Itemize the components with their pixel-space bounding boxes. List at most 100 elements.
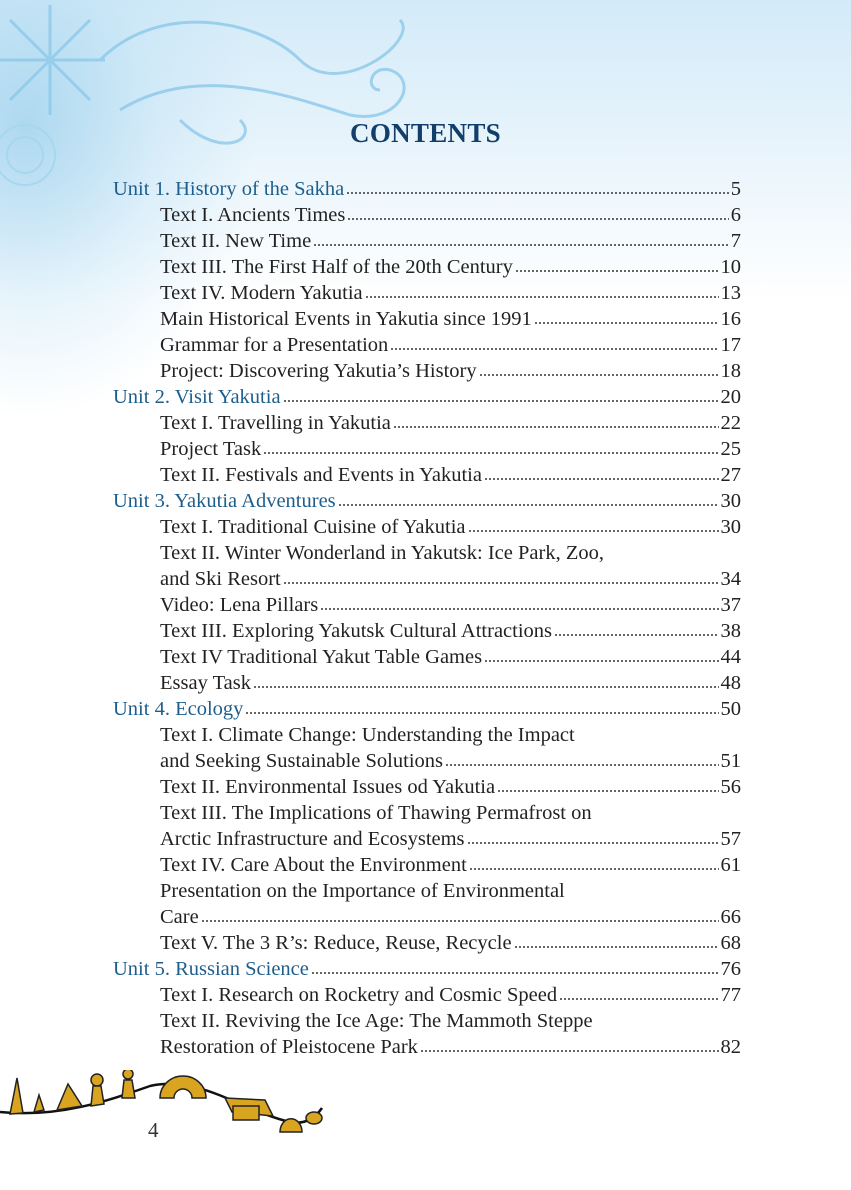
- dot-leader: [282, 579, 719, 585]
- dot-leader: [392, 423, 719, 429]
- toc-page-number: 30: [720, 516, 742, 538]
- toc-entry[interactable]: Text III. The Implications of Thawing Pe…: [113, 800, 741, 826]
- toc-entry-title: Arctic Infrastructure and Ecosystems: [160, 828, 465, 850]
- toc-entry[interactable]: Text II. Environmental Issues od Yakutia…: [113, 774, 741, 800]
- toc-unit-entry[interactable]: Unit 1. History of the Sakha 5: [113, 176, 741, 202]
- dot-leader: [467, 527, 719, 533]
- dot-leader: [200, 917, 719, 923]
- toc-entry-title: Text I. Travelling in Yakutia: [160, 412, 391, 434]
- toc-entry-title: and Seeking Sustainable Solutions: [160, 750, 443, 772]
- toc-entry[interactable]: Text V. The 3 R’s: Reduce, Reuse, Recycl…: [113, 930, 741, 956]
- dot-leader: [559, 995, 719, 1001]
- toc-entry[interactable]: Text II. Winter Wonderland in Yakutsk: I…: [113, 540, 741, 566]
- toc-page-number: 57: [720, 828, 742, 850]
- toc-entry-title: Grammar for a Presentation: [160, 334, 389, 356]
- toc-page-number: 13: [720, 282, 742, 304]
- toc-entry-title: Text III. The First Half of the 20th Cen…: [160, 256, 513, 278]
- toc-entry[interactable]: Text I. Ancients Times 6: [113, 202, 741, 228]
- toc-entry-title: Text II. Winter Wonderland in Yakutsk: I…: [160, 542, 604, 564]
- toc-page-number: 68: [720, 932, 742, 954]
- toc-entry-title: Unit 5. Russian Science: [113, 958, 309, 980]
- toc-unit-entry[interactable]: Unit 4. Ecology 50: [113, 696, 741, 722]
- toc-entry[interactable]: Essay Task 48: [113, 670, 741, 696]
- toc-entry[interactable]: and Ski Resort 34: [113, 566, 741, 592]
- toc-page-number: 38: [720, 620, 742, 642]
- toc-entry[interactable]: Text IV Traditional Yakut Table Games 44: [113, 644, 741, 670]
- snowflake-glow: [0, 0, 260, 420]
- toc-page-number: 17: [720, 334, 742, 356]
- toc-entry[interactable]: Restoration of Pleistocene Park 82: [113, 1034, 741, 1060]
- dot-leader: [484, 657, 719, 663]
- toc-entry-title: Presentation on the Importance of Enviro…: [160, 880, 565, 902]
- toc-page-number: 6: [730, 204, 741, 226]
- toc-entry-title: Project: Discovering Yakutia’s History: [160, 360, 477, 382]
- toc-entry[interactable]: Text II. Reviving the Ice Age: The Mammo…: [113, 1008, 741, 1034]
- yakut-village-illustration: [0, 1070, 324, 1133]
- toc-entry-title: Essay Task: [160, 672, 251, 694]
- toc-page-number: 10: [720, 256, 742, 278]
- toc-entry[interactable]: Arctic Infrastructure and Ecosystems 57: [113, 826, 741, 852]
- page-number: 4: [148, 1118, 159, 1142]
- dot-leader: [364, 293, 719, 299]
- dot-leader: [468, 865, 719, 871]
- toc-entry[interactable]: and Seeking Sustainable Solutions 51: [113, 748, 741, 774]
- toc-entry[interactable]: Presentation on the Importance of Enviro…: [113, 878, 741, 904]
- toc-unit-entry[interactable]: Unit 3. Yakutia Adventures 30: [113, 488, 741, 514]
- toc-entry-title: Restoration of Pleistocene Park: [160, 1036, 418, 1058]
- toc-entry[interactable]: Text IV. Modern Yakutia 13: [113, 280, 741, 306]
- dot-leader: [347, 215, 729, 221]
- toc-entry-title: Text IV. Modern Yakutia: [160, 282, 363, 304]
- toc-entry[interactable]: Grammar for a Presentation 17: [113, 332, 741, 358]
- dot-leader: [445, 761, 719, 767]
- toc-entry-title: Text IV Traditional Yakut Table Games: [160, 646, 483, 668]
- toc-page-number: 18: [720, 360, 742, 382]
- dot-leader: [478, 371, 719, 377]
- toc-entry[interactable]: Text II. Festivals and Events in Yakutia…: [113, 462, 741, 488]
- toc-entry-title: Unit 3. Yakutia Adventures: [113, 490, 336, 512]
- toc-page-number: 37: [720, 594, 742, 616]
- toc-entry[interactable]: Text II. New Time 7: [113, 228, 741, 254]
- toc-entry[interactable]: Care 66: [113, 904, 741, 930]
- toc-page-number: 30: [720, 490, 742, 512]
- dot-leader: [263, 449, 719, 455]
- toc-page-number: 82: [720, 1036, 742, 1058]
- dot-leader: [320, 605, 719, 611]
- dot-leader: [313, 241, 729, 247]
- toc-page-number: 50: [720, 698, 742, 720]
- toc-page-number: 7: [730, 230, 741, 252]
- toc-entry[interactable]: Project: Discovering Yakutia’s History 18: [113, 358, 741, 384]
- toc-entry[interactable]: Text I. Research on Rocketry and Cosmic …: [113, 982, 741, 1008]
- toc-entry[interactable]: Video: Lena Pillars 37: [113, 592, 741, 618]
- toc-page-number: 77: [720, 984, 742, 1006]
- toc-page-number: 5: [730, 178, 741, 200]
- dot-leader: [466, 839, 719, 845]
- toc-page-number: 61: [720, 854, 742, 876]
- toc-entry-title: Unit 4. Ecology: [113, 698, 244, 720]
- toc-entry[interactable]: Main Historical Events in Yakutia since …: [113, 306, 741, 332]
- dot-leader: [533, 319, 719, 325]
- toc-entry-title: Care: [160, 906, 199, 928]
- dot-leader: [253, 683, 719, 689]
- toc-unit-entry[interactable]: Unit 5. Russian Science 76: [113, 956, 741, 982]
- toc-entry[interactable]: Text I. Travelling in Yakutia 22: [113, 410, 741, 436]
- toc-entry-title: Text V. The 3 R’s: Reduce, Reuse, Recycl…: [160, 932, 512, 954]
- toc-entry[interactable]: Text III. Exploring Yakutsk Cultural Att…: [113, 618, 741, 644]
- toc-entry-title: Text I. Ancients Times: [160, 204, 346, 226]
- toc-page-number: 56: [720, 776, 742, 798]
- toc-entry-title: Text III. Exploring Yakutsk Cultural Att…: [160, 620, 553, 642]
- toc-entry-title: Main Historical Events in Yakutia since …: [160, 308, 532, 330]
- dot-leader: [390, 345, 719, 351]
- dot-leader: [310, 969, 719, 975]
- toc-unit-entry[interactable]: Unit 2. Visit Yakutia 20: [113, 384, 741, 410]
- dot-leader: [245, 709, 719, 715]
- toc-page-number: 27: [720, 464, 742, 486]
- toc-entry[interactable]: Text I. Climate Change: Understanding th…: [113, 722, 741, 748]
- toc-page-number: 66: [720, 906, 742, 928]
- toc-entry[interactable]: Text III. The First Half of the 20th Cen…: [113, 254, 741, 280]
- toc-entry[interactable]: Text IV. Care About the Environment 61: [113, 852, 741, 878]
- dot-leader: [513, 943, 719, 949]
- toc-entry[interactable]: Text I. Traditional Cuisine of Yakutia 30: [113, 514, 741, 540]
- toc-entry-title: Text I. Climate Change: Understanding th…: [160, 724, 575, 746]
- dot-leader: [337, 501, 719, 507]
- toc-entry[interactable]: Project Task 25: [113, 436, 741, 462]
